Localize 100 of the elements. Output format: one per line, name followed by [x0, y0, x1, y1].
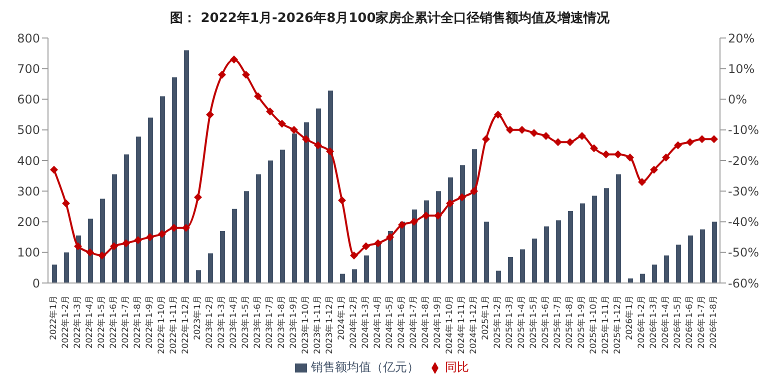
point — [614, 150, 622, 158]
x-tick-label: 2026年1-7月 — [696, 295, 707, 349]
x-tick-label: 2025年1-2月 — [492, 295, 503, 349]
bar — [604, 188, 609, 283]
bar — [496, 270, 501, 283]
point — [314, 141, 322, 150]
x-tick-label: 2022年1月 — [48, 295, 59, 340]
bar — [280, 150, 285, 283]
bar — [352, 269, 357, 283]
point — [398, 220, 406, 229]
point — [698, 135, 706, 144]
x-tick-label: 2024年1-8月 — [420, 295, 431, 349]
y-tick-label: 700 — [17, 62, 40, 76]
x-tick-label: 2024年1-9月 — [432, 295, 443, 349]
y2-tick-label: 0% — [728, 92, 748, 107]
x-tick-label: 2023年1-6月 — [252, 295, 263, 349]
point — [410, 218, 418, 226]
bar — [544, 226, 549, 283]
x-tick-label: 2024年1-4月 — [372, 295, 383, 349]
x-tick-label: 2026年1-6月 — [684, 295, 695, 349]
bar — [196, 270, 201, 283]
point — [146, 233, 154, 242]
bar — [460, 165, 465, 283]
x-tick-label: 2023年1-3月 — [216, 295, 227, 349]
point — [302, 135, 310, 144]
y-tick-label: 800 — [17, 31, 40, 46]
bar — [700, 229, 705, 283]
point — [350, 251, 358, 260]
bar — [148, 118, 153, 283]
x-tick-label: 2023年1-7月 — [264, 295, 275, 349]
x-tick-label: 2026年1-5月 — [672, 295, 683, 349]
bar — [112, 174, 117, 283]
x-tick-label: 2024年1-6月 — [396, 295, 407, 349]
bar — [364, 255, 369, 283]
bar — [340, 274, 345, 283]
bar — [124, 154, 129, 283]
x-tick-label: 2025年1-3月 — [504, 295, 515, 349]
y2-tick-label: 20% — [728, 31, 755, 46]
x-tick-label: 2023年1-2月 — [204, 295, 215, 349]
point — [182, 224, 190, 232]
x-tick-label: 2024年1-11月 — [456, 295, 467, 354]
point — [194, 193, 202, 202]
bar — [268, 160, 273, 283]
point — [242, 70, 250, 79]
bar — [556, 220, 561, 283]
x-tick-label: 2024年1-7月 — [408, 295, 419, 349]
point — [218, 70, 226, 79]
point — [134, 236, 142, 244]
chart-title: 图： 2022年1月-2026年8月100家房企累计全口径销售额均值及增速情况 — [169, 10, 611, 28]
x-tick-label: 2026年1-8月 — [708, 295, 719, 349]
y2-tick-label: -60% — [728, 276, 760, 290]
point — [674, 141, 682, 150]
x-tick-label: 2025年1-7月 — [552, 295, 563, 349]
bar — [184, 50, 189, 283]
point — [278, 120, 286, 128]
x-tick-label: 2025年1-12月 — [612, 295, 623, 354]
point — [518, 126, 526, 134]
bar — [532, 238, 537, 283]
bar — [520, 249, 525, 283]
point — [662, 153, 670, 162]
point — [170, 224, 178, 232]
x-tick-label: 2023年1-8月 — [276, 295, 287, 349]
point — [530, 128, 538, 137]
bar — [424, 200, 429, 283]
point — [74, 242, 82, 250]
x-tick-label: 2023年1月 — [192, 295, 203, 340]
bar — [412, 210, 417, 283]
point — [602, 150, 610, 158]
point — [338, 196, 346, 204]
bar — [508, 256, 513, 283]
x-tick-label: 2026年1-3月 — [648, 295, 659, 349]
x-tick-label: 2022年1-3月 — [72, 295, 83, 349]
bar — [592, 196, 597, 283]
bar — [100, 198, 105, 283]
bar — [580, 203, 585, 283]
point — [362, 242, 370, 250]
y2-tick-label: 10% — [728, 62, 755, 76]
bar — [484, 222, 489, 283]
y2-tick-label: -40% — [728, 215, 760, 230]
y-tick-label: 300 — [17, 184, 40, 198]
bar — [688, 236, 693, 283]
point — [386, 233, 394, 242]
bar — [712, 222, 717, 283]
point — [638, 178, 646, 186]
y-tick-label: 200 — [17, 215, 40, 230]
x-tick-label: 2026年1月 — [624, 295, 635, 340]
bar — [232, 208, 237, 283]
point — [506, 126, 514, 134]
bar — [208, 253, 213, 283]
bar — [676, 244, 681, 283]
point — [542, 132, 550, 140]
bar — [88, 218, 93, 283]
point — [98, 251, 106, 260]
point — [482, 135, 490, 144]
point — [470, 187, 478, 196]
point — [158, 230, 166, 238]
point — [578, 132, 586, 140]
point — [458, 193, 466, 202]
point — [122, 239, 130, 248]
bar — [220, 230, 225, 283]
